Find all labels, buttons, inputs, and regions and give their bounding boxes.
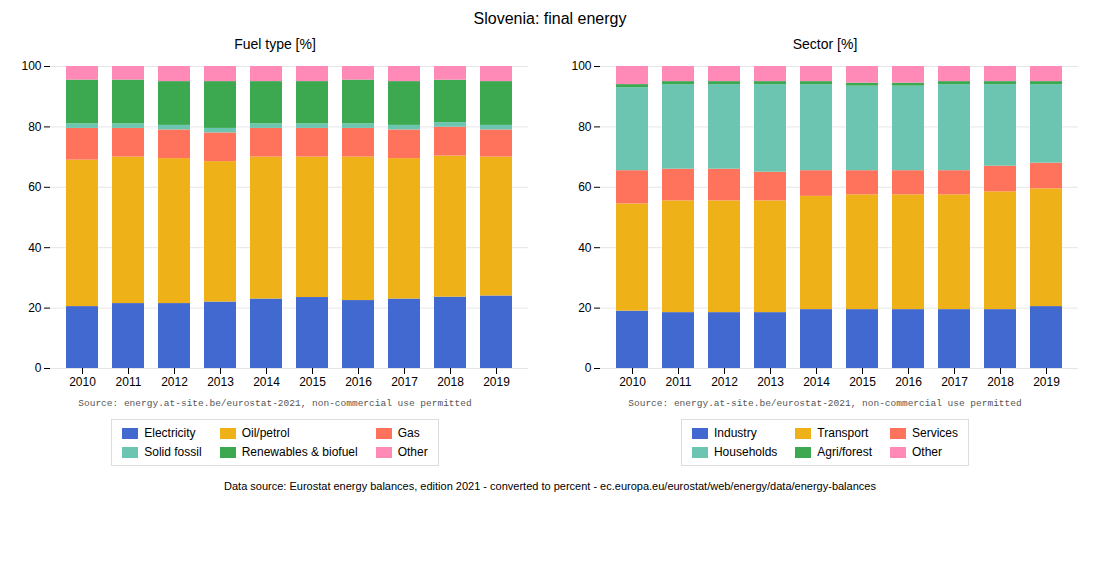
svg-text:40: 40	[28, 241, 42, 255]
svg-text:2011: 2011	[116, 375, 142, 389]
svg-text:0: 0	[585, 361, 592, 375]
svg-text:2011: 2011	[666, 375, 692, 389]
html-text:Sector [%]: Sector [%]	[792, 36, 858, 52]
html-text:Electricity: Electricity	[144, 426, 196, 440]
html-text:Services: Services	[912, 426, 958, 440]
html-text:Data source: Eurostat energy b: Data source: Eurostat energy balances, e…	[224, 480, 876, 492]
html-text:Renewables & biofuel: Renewables & biofuel	[241, 445, 358, 459]
svg-text:2014: 2014	[803, 375, 830, 389]
svg-text:2016: 2016	[345, 375, 372, 389]
html-text:Agri/forest: Agri/forest	[817, 445, 872, 459]
svg-text:100: 100	[21, 59, 41, 73]
html-text:Fuel type [%]: Fuel type [%]	[234, 36, 316, 52]
svg-text:2015: 2015	[299, 375, 326, 389]
svg-text:40: 40	[578, 241, 592, 255]
html-text:Households: Households	[714, 445, 778, 459]
svg-text:2018: 2018	[987, 375, 1014, 389]
svg-text:60: 60	[28, 180, 42, 194]
html-text:Gas: Gas	[397, 426, 420, 440]
html-text:Other: Other	[397, 445, 428, 459]
html-text:Slovenia: final energy: Slovenia: final energy	[473, 10, 627, 27]
html-text:Source: energy.at-site.be/euro: Source: energy.at-site.be/eurostat-2021,…	[628, 398, 1022, 409]
svg-text:20: 20	[578, 301, 592, 315]
svg-text:2012: 2012	[161, 375, 188, 389]
svg-text:2014: 2014	[253, 375, 280, 389]
svg-text:2017: 2017	[391, 375, 418, 389]
svg-text:2010: 2010	[69, 375, 96, 389]
html-text:Transport: Transport	[817, 426, 869, 440]
svg-text:2019: 2019	[1033, 375, 1060, 389]
svg-text:2016: 2016	[895, 375, 922, 389]
html-text:Solid fossil: Solid fossil	[144, 445, 202, 459]
svg-text:80: 80	[28, 120, 42, 134]
html-text:Industry: Industry	[714, 426, 757, 440]
svg-text:2013: 2013	[207, 375, 234, 389]
svg-text:60: 60	[578, 180, 592, 194]
svg-text:2010: 2010	[619, 375, 646, 389]
svg-text:2013: 2013	[757, 375, 784, 389]
svg-text:2017: 2017	[941, 375, 968, 389]
html-text:Oil/petrol: Oil/petrol	[241, 426, 290, 440]
svg-text:80: 80	[578, 120, 592, 134]
svg-text:20: 20	[28, 301, 42, 315]
svg-text:2012: 2012	[711, 375, 738, 389]
html-text:Source: energy.at-site.be/euro: Source: energy.at-site.be/eurostat-2021,…	[78, 398, 472, 409]
svg-text:2015: 2015	[849, 375, 876, 389]
svg-text:2018: 2018	[437, 375, 464, 389]
svg-text:2019: 2019	[483, 375, 510, 389]
html-text:Other: Other	[912, 445, 942, 459]
svg-text:100: 100	[571, 59, 591, 73]
svg-text:0: 0	[35, 361, 42, 375]
